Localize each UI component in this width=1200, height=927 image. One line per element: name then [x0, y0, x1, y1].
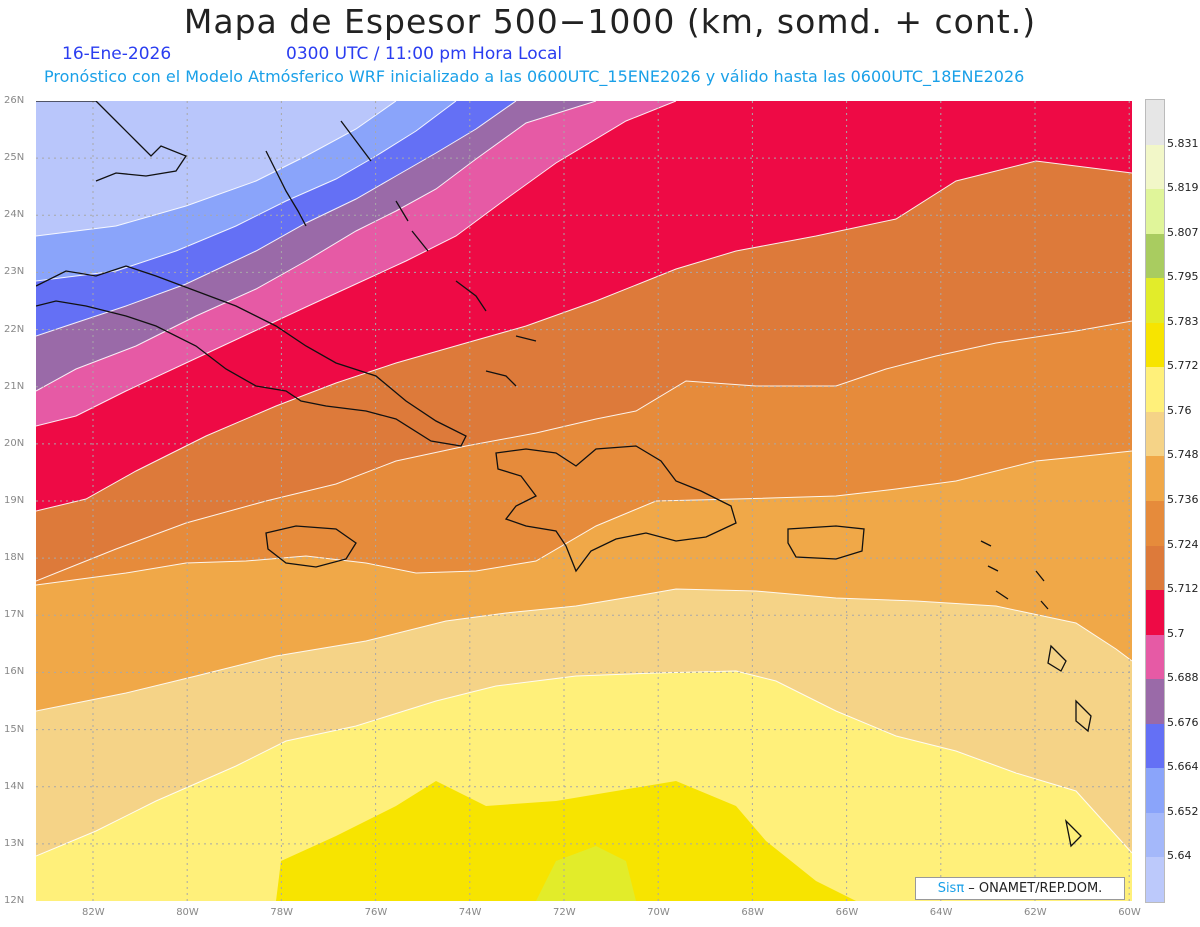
- lat-tick-label: 24N: [4, 209, 25, 221]
- lat-tick-label: 12N: [4, 895, 25, 906]
- hispaniola-coast: [495, 445, 737, 573]
- lat-tick-label: 13N: [4, 837, 25, 849]
- color-scale-label: 5.795: [1167, 270, 1199, 284]
- color-scale-swatch: [1146, 322, 1164, 368]
- color-scale-swatch: [1146, 812, 1164, 858]
- map-canvas: [36, 101, 1132, 901]
- color-scale-label: 5.7: [1167, 626, 1185, 640]
- forecast-date: 16-Ene-2026: [62, 44, 172, 64]
- color-scale-label: 5.736: [1167, 493, 1199, 506]
- lat-tick-label: 20N: [4, 437, 25, 449]
- lon-tick-label: 64W: [929, 907, 953, 918]
- color-scale-swatch: [1146, 189, 1164, 235]
- lon-tick-label: 68W: [741, 907, 765, 918]
- color-scale-label: 5.676: [1167, 715, 1199, 729]
- lat-tick-label: 21N: [4, 380, 25, 392]
- credit-box: Sisπ – ONAMET/REP.DOM.: [915, 877, 1125, 900]
- map-title: Mapa de Espesor 500−1000 (km, somd. + co…: [183, 2, 1037, 41]
- lon-tick-label: 74W: [458, 907, 482, 918]
- lesser-antilles: [980, 540, 1092, 848]
- color-scale-label: 5.652: [1167, 804, 1199, 818]
- color-scale-label: 5.724: [1167, 537, 1199, 551]
- color-scale-label: 5.748: [1167, 448, 1199, 462]
- puerto-rico-coast: [787, 525, 865, 560]
- color-scale-label: 5.831: [1167, 136, 1199, 150]
- lon-tick-label: 70W: [647, 907, 670, 918]
- color-scale-label: 5.76: [1167, 403, 1192, 417]
- color-scale-label: 5.64: [1167, 849, 1192, 863]
- color-scale-swatch: [1146, 590, 1164, 636]
- band-5772-5783: [276, 781, 856, 901]
- lon-tick-label: 66W: [835, 907, 859, 918]
- forecast-description: Pronóstico con el Modelo Atmósferico WRF…: [44, 67, 1025, 86]
- bahamas-islands: [265, 120, 537, 387]
- color-scale-label: 5.772: [1167, 359, 1199, 373]
- lon-tick-label: 76W: [364, 907, 388, 918]
- color-scale-swatch: [1146, 144, 1164, 190]
- lat-tick-label: 15N: [4, 723, 25, 735]
- color-scale-swatch: [1146, 367, 1164, 413]
- forecast-time: 0300 UTC / 11:00 pm Hora Local: [286, 44, 563, 64]
- color-scale-swatch: [1146, 100, 1164, 146]
- lon-tick-label: 80W: [176, 907, 199, 918]
- color-scale-swatch: [1146, 233, 1164, 279]
- color-scale-swatch: [1146, 411, 1164, 457]
- lon-tick-label: 78W: [270, 907, 294, 918]
- color-scale-label: 5.712: [1167, 582, 1199, 596]
- color-scale-swatch: [1146, 768, 1164, 814]
- lat-tick-label: 18N: [4, 552, 25, 564]
- lat-tick-label: 19N: [4, 495, 25, 506]
- cuba-coast: [36, 265, 467, 447]
- lat-tick-label: 17N: [4, 609, 25, 621]
- credit-org: – ONAMET/REP.DOM.: [964, 881, 1103, 896]
- lat-tick-label: 26N: [4, 95, 25, 106]
- credit-brand: Sisπ: [937, 881, 965, 896]
- contour-lines: [36, 101, 1132, 857]
- coastlines: [36, 101, 1092, 848]
- thickness-map: [36, 101, 1132, 901]
- lat-lon-grid: [36, 101, 1132, 901]
- lat-tick-label: 23N: [4, 266, 25, 278]
- color-scale-swatch: [1146, 634, 1164, 680]
- color-scale-swatch: [1146, 679, 1164, 725]
- lon-tick-label: 62W: [1024, 907, 1047, 918]
- color-scale-swatch: [1146, 857, 1164, 903]
- band-5783-5795: [536, 846, 636, 901]
- lat-tick-label: 22N: [4, 323, 25, 335]
- color-scale-swatch: [1146, 278, 1164, 324]
- color-scale-label: 5.807: [1167, 225, 1199, 239]
- lon-tick-label: 60W: [1118, 907, 1141, 918]
- color-scale-bar: [1145, 99, 1165, 903]
- jamaica-coast: [265, 525, 357, 568]
- color-scale-label: 5.664: [1167, 760, 1199, 774]
- lat-tick-label: 25N: [4, 152, 25, 164]
- color-scale-label: 5.688: [1167, 671, 1199, 685]
- florida-coast: [36, 101, 187, 182]
- band-below-5652: [36, 101, 396, 236]
- color-scale-label: 5.783: [1167, 314, 1199, 328]
- lat-tick-label: 16N: [4, 666, 25, 678]
- color-scale-label: 5.819: [1167, 181, 1199, 195]
- color-scale-swatch: [1146, 456, 1164, 502]
- lon-tick-label: 72W: [553, 907, 576, 918]
- color-scale-swatch: [1146, 723, 1164, 769]
- lat-tick-label: 14N: [4, 780, 25, 792]
- color-scale-swatch: [1146, 501, 1164, 547]
- lon-tick-label: 82W: [82, 907, 105, 918]
- color-scale-swatch: [1146, 545, 1164, 591]
